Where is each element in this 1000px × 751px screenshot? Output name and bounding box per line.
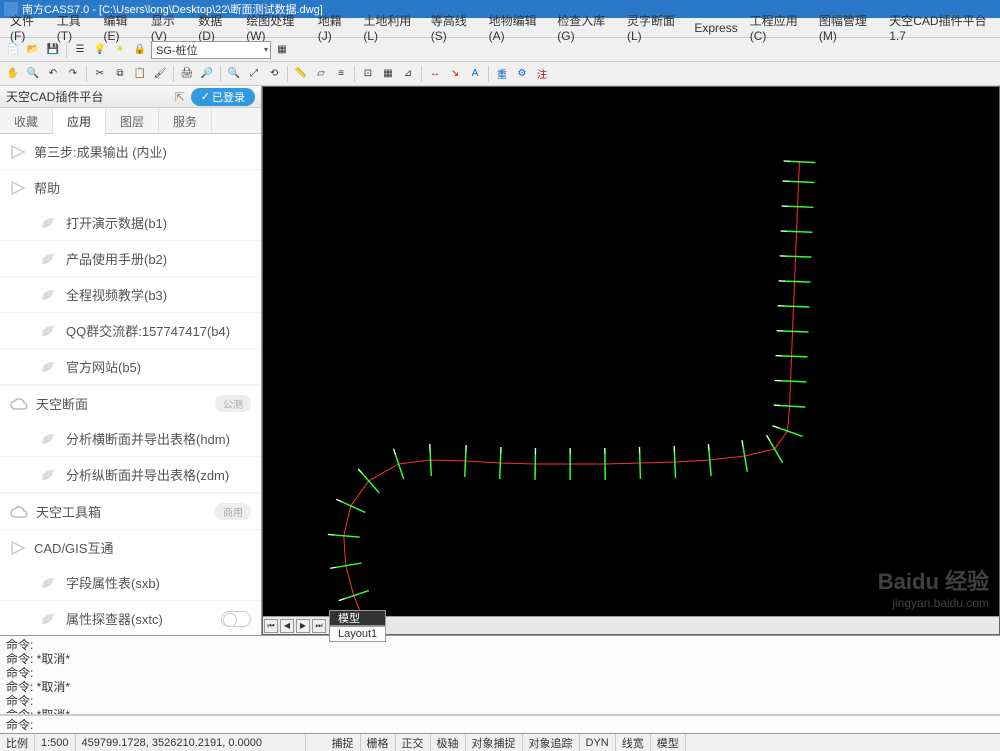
tree-item[interactable]: 全程视频教学(b3) <box>0 277 261 313</box>
side-tabs: 收藏应用图层服务 <box>0 108 261 134</box>
status-toggle[interactable]: 对象捕捉 <box>466 734 523 751</box>
tree-item[interactable]: 属性探查器(sxtc) <box>0 601 261 635</box>
toggle[interactable] <box>221 611 251 627</box>
menu-item[interactable]: 地籍(J) <box>312 10 358 45</box>
tab-first-icon[interactable]: ⏮ <box>264 619 278 633</box>
layout-tabs: ⏮ ◀ ▶ ⏭ 模型Layout1 <box>263 616 999 634</box>
command-log: 命令:命令: *取消*命令:命令: *取消*命令:命令: *取消*命令: 指定对… <box>0 636 1000 715</box>
zoom-ext-icon[interactable]: ⤢ <box>245 65 263 83</box>
login-pill[interactable]: 已登录 <box>191 88 255 106</box>
status-toggle[interactable]: DYN <box>580 734 616 751</box>
bulb-icon[interactable]: 💡 <box>91 41 109 59</box>
group-header[interactable]: CAD/GIS互通 <box>0 530 261 565</box>
osnap-icon[interactable]: ⊡ <box>359 65 377 83</box>
status-toggle[interactable]: 正交 <box>396 734 431 751</box>
redo-icon[interactable]: ↷ <box>64 65 82 83</box>
zoom-rt-icon[interactable]: 🔍 <box>24 65 42 83</box>
tab-next-icon[interactable]: ▶ <box>296 619 310 633</box>
tree-item[interactable]: QQ群交流群:157747417(b4) <box>0 313 261 349</box>
list-icon[interactable]: ≡ <box>332 65 350 83</box>
tab-last-icon[interactable]: ⏭ <box>312 619 326 633</box>
print-icon[interactable]: 🖨 <box>178 65 196 83</box>
tree-item[interactable]: 打开演示数据(b1) <box>0 205 261 241</box>
tree-item[interactable]: 官方网站(b5) <box>0 349 261 385</box>
tree-item[interactable]: 分析纵断面并导出表格(zdm) <box>0 457 261 493</box>
menu-item[interactable]: 工程应用(C) <box>744 10 813 45</box>
layers-icon[interactable]: ☰ <box>71 41 89 59</box>
side-panel-title: 天空CAD插件平台 <box>6 88 103 105</box>
status-toggle[interactable]: 模型 <box>651 734 686 751</box>
side-content: 第三步:成果输出 (内业)帮助打开演示数据(b1)产品使用手册(b2)全程视频教… <box>0 134 261 635</box>
paste-icon[interactable]: 📋 <box>131 65 149 83</box>
menu-item[interactable]: 土地利用(L) <box>357 10 424 45</box>
match-icon[interactable]: 🖌 <box>151 65 169 83</box>
side-tab[interactable]: 收藏 <box>0 108 53 133</box>
props-icon[interactable]: ⚙ <box>513 65 531 83</box>
toolbar-2: ✋ 🔍 ↶ ↷ ✂ ⧉ 📋 🖌 🖨 🔎 🔍 ⤢ ⟲ 📏 ▱ ≡ ⊡ ▦ ⊿ ↔ … <box>0 62 1000 86</box>
sun-icon[interactable]: ☀ <box>111 41 129 59</box>
dim-icon[interactable]: ↔ <box>426 65 444 83</box>
side-panel-header: 天空CAD插件平台 ⇱ 已登录 <box>0 86 261 108</box>
tab-prev-icon[interactable]: ◀ <box>280 619 294 633</box>
layer-dropdown[interactable]: SG-桩位 <box>151 41 271 59</box>
side-tab[interactable]: 图层 <box>106 108 159 133</box>
preview-icon[interactable]: 🔎 <box>198 65 216 83</box>
grid-icon[interactable]: ▦ <box>379 65 397 83</box>
tree-item[interactable]: 分析横断面并导出表格(hdm) <box>0 421 261 457</box>
coords: 459799.1728, 3526210.2191, 0.0000 <box>76 734 306 751</box>
zoom-prev-icon[interactable]: ⟲ <box>265 65 283 83</box>
scale-label: 比例 <box>0 734 35 751</box>
open-icon[interactable]: 📂 <box>24 41 42 59</box>
scale-value[interactable]: 1:500 <box>35 734 76 751</box>
leader-icon[interactable]: ↘ <box>446 65 464 83</box>
ucs-icon[interactable]: ⊿ <box>399 65 417 83</box>
status-toggle[interactable]: 捕捉 <box>326 734 361 751</box>
menu-item[interactable]: 地物编辑(A) <box>483 10 552 45</box>
text-icon[interactable]: A <box>466 65 484 83</box>
status-toggle[interactable]: 极轴 <box>431 734 466 751</box>
side-panel: 天空CAD插件平台 ⇱ 已登录 收藏应用图层服务 第三步:成果输出 (内业)帮助… <box>0 86 262 635</box>
side-tab[interactable]: 服务 <box>159 108 212 133</box>
group-header[interactable]: 天空断面公测 <box>0 386 261 421</box>
copy-icon[interactable]: ⧉ <box>111 65 129 83</box>
side-tab[interactable]: 应用 <box>53 108 106 134</box>
drawing-canvas[interactable] <box>263 87 999 635</box>
lock-icon[interactable]: 🔒 <box>131 41 149 59</box>
new-icon[interactable]: 📄 <box>4 41 22 59</box>
menu-bar: 文件(F)工具(T)编辑(E)显示(V)数据(D)绘图处理(W)地籍(J)土地利… <box>0 18 1000 38</box>
note-icon[interactable]: 注 <box>533 65 551 83</box>
regen-icon[interactable]: 重 <box>493 65 511 83</box>
layout-tab[interactable]: 模型 <box>329 610 386 626</box>
layout-tab[interactable]: Layout1 <box>329 626 386 642</box>
zoom-win-icon[interactable]: 🔍 <box>225 65 243 83</box>
status-toggle[interactable]: 栅格 <box>361 734 396 751</box>
status-bar: 比例 1:500 459799.1728, 3526210.2191, 0.00… <box>0 733 1000 751</box>
menu-item[interactable]: 等高线(S) <box>425 10 483 45</box>
tree-item[interactable]: 字段属性表(sxb) <box>0 565 261 601</box>
cut-icon[interactable]: ✂ <box>91 65 109 83</box>
menu-item[interactable]: 图幅管理(M) <box>813 10 883 45</box>
command-line[interactable]: 命令: <box>0 715 1000 733</box>
menu-item[interactable]: 天空CAD插件平台1.7 <box>883 10 996 45</box>
layer-props-icon[interactable]: ▦ <box>273 41 291 59</box>
menu-item[interactable]: 灵字断面(L) <box>621 10 688 45</box>
drawing-canvas-wrap: Baidu 经验 jingyan.baidu.com ⏮ ◀ ▶ ⏭ 模型Lay… <box>262 86 1000 635</box>
save-icon[interactable]: 💾 <box>44 41 62 59</box>
status-toggle[interactable]: 线宽 <box>616 734 651 751</box>
pan-icon[interactable]: ✋ <box>4 65 22 83</box>
group-header[interactable]: 天空工具箱商用 <box>0 494 261 529</box>
tree-item[interactable]: 产品使用手册(b2) <box>0 241 261 277</box>
group-header[interactable]: 帮助 <box>0 170 261 205</box>
status-toggle[interactable]: 对象追踪 <box>523 734 580 751</box>
menu-item[interactable]: Express <box>688 19 743 37</box>
menu-item[interactable]: 检查入库(G) <box>551 10 621 45</box>
group-header[interactable]: 第三步:成果输出 (内业) <box>0 134 261 169</box>
command-area: 命令:命令: *取消*命令:命令: *取消*命令:命令: *取消*命令: 指定对… <box>0 635 1000 733</box>
side-panel-pin-icon[interactable]: ⇱ <box>175 90 185 104</box>
undo-icon[interactable]: ↶ <box>44 65 62 83</box>
dist-icon[interactable]: 📏 <box>292 65 310 83</box>
area-icon[interactable]: ▱ <box>312 65 330 83</box>
